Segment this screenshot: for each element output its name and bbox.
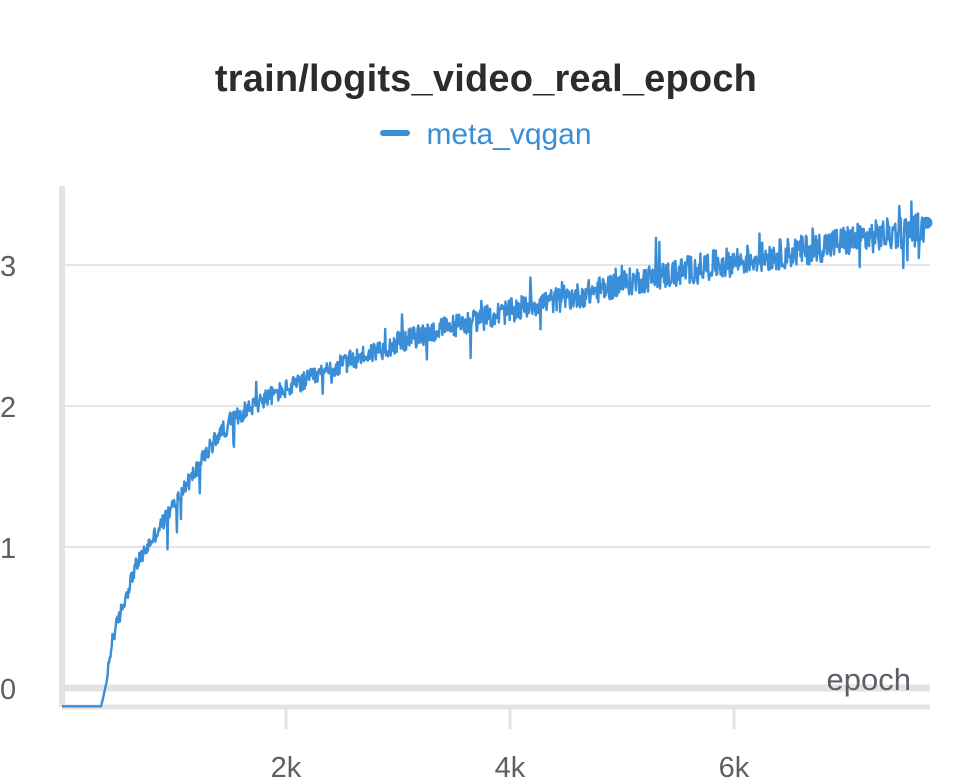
legend-label: meta_vqgan bbox=[426, 118, 592, 151]
series-line-meta-vqgan[interactable] bbox=[61, 200, 926, 708]
y-tick-label: 3 bbox=[0, 251, 16, 283]
x-tick-label: 6k bbox=[719, 752, 750, 783]
x-tick-label: 4k bbox=[495, 752, 526, 783]
y-tick-label: 0 bbox=[0, 674, 16, 706]
x-axis-label: epoch bbox=[827, 662, 911, 697]
y-tick-label: 1 bbox=[0, 533, 16, 565]
grid bbox=[62, 264, 930, 548]
y-tick-label: 2 bbox=[0, 392, 16, 424]
series-layer bbox=[61, 200, 933, 708]
chart-title: train/logits_video_real_epoch bbox=[214, 58, 758, 100]
legend-swatch bbox=[380, 130, 411, 137]
axes bbox=[59, 186, 930, 729]
legend[interactable]: meta_vqgan bbox=[0, 118, 972, 152]
series-end-marker[interactable] bbox=[920, 216, 933, 229]
tick-labels: 0 1 2 3 2k 4k 6k bbox=[0, 251, 750, 783]
x-tick-label: 2k bbox=[271, 752, 302, 783]
